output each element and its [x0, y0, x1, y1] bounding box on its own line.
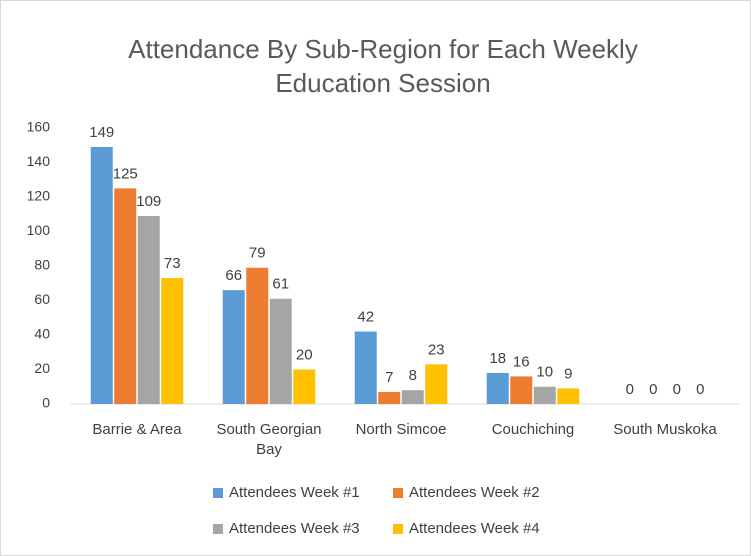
data-label: 0	[626, 381, 634, 398]
data-label: 125	[113, 165, 138, 182]
legend-swatch	[393, 523, 403, 534]
legend-label: Attendees Week #1	[229, 484, 360, 501]
bar	[378, 391, 401, 404]
data-label: 10	[536, 364, 553, 381]
chart-title: Attendance By Sub-Region for Each Weekly…	[128, 34, 638, 98]
data-label: 18	[489, 350, 506, 367]
x-tick-label: South Georgian Bay	[216, 421, 322, 458]
y-tick-label: 140	[27, 153, 51, 169]
bar	[557, 388, 580, 404]
legend-swatch	[213, 487, 223, 498]
data-label: 61	[272, 276, 289, 293]
legend-item: Attendees Week #4	[393, 520, 540, 537]
data-label: 0	[673, 381, 681, 398]
data-label: 42	[357, 309, 374, 326]
y-tick-label: 60	[34, 291, 50, 307]
legend-item: Attendees Week #2	[393, 484, 540, 501]
data-label: 73	[164, 255, 181, 272]
bar	[425, 364, 448, 404]
x-tick-label: South Muskoka	[613, 421, 717, 438]
bar	[269, 298, 292, 404]
x-tick-label: North Simcoe	[355, 421, 447, 438]
bar	[161, 278, 184, 404]
data-label: 9	[564, 365, 572, 382]
legend-swatch	[393, 487, 403, 498]
bar	[293, 369, 316, 404]
legend-item: Attendees Week #1	[213, 484, 360, 501]
bar	[137, 215, 160, 404]
bar	[114, 188, 137, 404]
y-tick-label: 160	[27, 119, 51, 135]
bar	[510, 376, 533, 404]
bar	[486, 372, 509, 404]
y-tick-label: 20	[34, 360, 50, 376]
data-label: 16	[513, 353, 530, 370]
y-tick-label: 80	[34, 257, 50, 273]
bar	[222, 290, 245, 404]
legend-swatch	[213, 523, 223, 534]
data-label: 0	[649, 381, 657, 398]
data-label: 20	[296, 346, 313, 363]
bar	[533, 386, 556, 404]
legend-label: Attendees Week #2	[409, 484, 540, 501]
legend-label: Attendees Week #3	[229, 520, 360, 537]
data-label: 79	[249, 245, 266, 262]
legend-label: Attendees Week #4	[409, 520, 540, 537]
data-label: 0	[696, 381, 704, 398]
y-tick-label: 0	[42, 395, 50, 411]
data-label: 8	[409, 367, 417, 384]
legend-item: Attendees Week #3	[213, 520, 360, 537]
y-tick-label: 100	[27, 222, 51, 238]
data-label: 23	[428, 341, 445, 358]
x-tick-label: Couchiching	[491, 421, 575, 438]
data-label: 149	[89, 124, 114, 141]
bar	[246, 267, 269, 404]
bar	[354, 331, 377, 404]
y-tick-label: 120	[27, 188, 51, 204]
x-tick-label: Barrie & Area	[92, 421, 182, 438]
data-label: 66	[225, 267, 242, 284]
data-label: 7	[385, 369, 393, 386]
data-label: 109	[136, 193, 161, 210]
bar	[90, 146, 113, 404]
bar	[401, 390, 424, 404]
y-tick-label: 40	[34, 326, 50, 342]
